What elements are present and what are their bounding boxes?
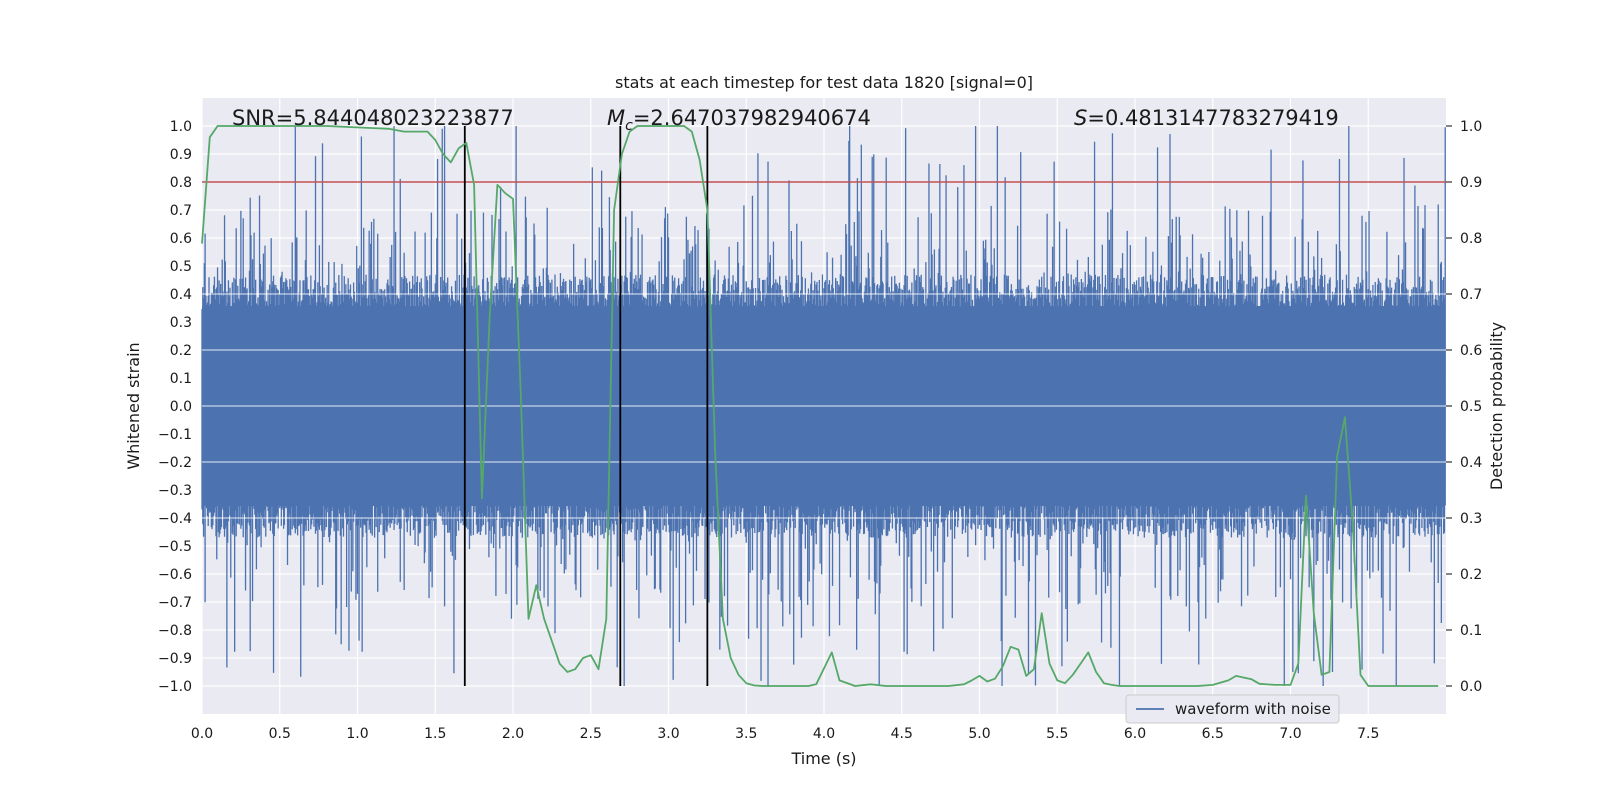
y-right-tick-label: 0.1 bbox=[1460, 623, 1482, 639]
y-left-tick-label: 0.9 bbox=[170, 147, 192, 163]
x-axis-label: Time (s) bbox=[790, 749, 856, 768]
left-y-tick-labels: 1.0 0.9 0.8 0.7 0.6 0.5 0.4 0.3 0.2 0.1 0.0 −0.1 −0.… bbox=[158, 119, 192, 695]
x-tick-label: 7.5 bbox=[1357, 726, 1379, 742]
chirp-mass-symbol: M bbox=[607, 106, 625, 130]
y-left-tick-label: −0.2 bbox=[158, 455, 192, 471]
y-left-tick-label: −0.9 bbox=[158, 651, 192, 667]
y-left-tick-label: 0.5 bbox=[170, 259, 192, 275]
x-tick-label: 0.5 bbox=[269, 726, 291, 742]
x-tick-label: 1.5 bbox=[424, 726, 446, 742]
chirp-mass-value: =2.647037982940674 bbox=[633, 106, 871, 130]
s-annotation: S=0.4813147783279419 bbox=[1074, 106, 1339, 130]
y-right-tick-label: 0.6 bbox=[1460, 343, 1482, 359]
y-left-tick-label: 0.4 bbox=[170, 287, 192, 303]
y-left-tick-label: −0.4 bbox=[158, 511, 192, 527]
x-tick-label: 6.5 bbox=[1202, 726, 1224, 742]
x-tick-label: 4.5 bbox=[891, 726, 913, 742]
y-left-tick-label: 1.0 bbox=[170, 119, 192, 135]
x-tick-label: 0.0 bbox=[191, 726, 213, 742]
waveform-line bbox=[201, 126, 1446, 686]
y-left-tick-label: 0.8 bbox=[170, 175, 192, 191]
detection-probability-line bbox=[201, 125, 1439, 687]
detection-probability-series bbox=[201, 125, 1439, 687]
y-right-tick-label: 0.9 bbox=[1460, 175, 1482, 191]
y-left-tick-label: −0.3 bbox=[158, 483, 192, 499]
y-right-tick-label: 1.0 bbox=[1460, 119, 1482, 135]
x-tick-label: 5.5 bbox=[1046, 726, 1068, 742]
legend-label: waveform with noise bbox=[1175, 700, 1331, 718]
y-left-tick-label: 0.7 bbox=[170, 203, 192, 219]
right-y-tick-labels: 1.0 0.9 0.8 0.7 0.6 0.5 0.4 0.3 0.2 0.1 0.0 bbox=[1446, 119, 1482, 695]
y-left-tick-label: 0.1 bbox=[170, 371, 192, 387]
y-right-tick-label: 0.0 bbox=[1460, 679, 1482, 695]
y-right-tick-label: 0.4 bbox=[1460, 455, 1482, 471]
snr-annotation: SNR=5.844048023223877 bbox=[232, 106, 514, 130]
y-left-tick-label: −0.1 bbox=[158, 427, 192, 443]
y-right-tick-label: 0.2 bbox=[1460, 567, 1482, 583]
y-left-tick-label: −1.0 bbox=[158, 679, 192, 695]
legend: waveform with noise bbox=[1125, 694, 1340, 724]
y-left-tick-label: 0.6 bbox=[170, 231, 192, 247]
x-tick-label: 3.5 bbox=[735, 726, 757, 742]
y-right-tick-label: 0.3 bbox=[1460, 511, 1482, 527]
x-tick-label: 2.5 bbox=[580, 726, 602, 742]
y-left-tick-label: −0.5 bbox=[158, 539, 192, 555]
x-tick-label: 6.0 bbox=[1124, 726, 1146, 742]
y-axis-label-right: Detection probability bbox=[1487, 322, 1506, 490]
legend-box bbox=[1125, 694, 1340, 724]
y-left-tick-label: −0.8 bbox=[158, 623, 192, 639]
x-tick-label: 4.0 bbox=[813, 726, 835, 742]
x-tick-label: 5.0 bbox=[968, 726, 990, 742]
chirp-mass-annotation: Mc=2.647037982940674 bbox=[607, 106, 871, 134]
x-tick-labels: 0.0 0.5 1.0 1.5 2.0 2.5 3.0 3.5 4.0 4.5 5.0 5.5 6.0 6… bbox=[191, 726, 1380, 742]
waveform-with-noise-series bbox=[201, 126, 1446, 686]
x-tick-label: 2.0 bbox=[502, 726, 524, 742]
y-left-tick-label: 0.3 bbox=[170, 315, 192, 331]
y-left-tick-label: 0.2 bbox=[170, 343, 192, 359]
chart-title: stats at each timestep for test data 182… bbox=[615, 73, 1033, 92]
x-tick-label: 1.0 bbox=[346, 726, 368, 742]
chirp-mass-subscript: c bbox=[625, 118, 633, 134]
y-right-tick-label: 0.8 bbox=[1460, 231, 1482, 247]
y-left-tick-label: −0.7 bbox=[158, 595, 192, 611]
y-left-tick-label: −0.6 bbox=[158, 567, 192, 583]
y-right-tick-label: 0.5 bbox=[1460, 399, 1482, 415]
x-tick-label: 7.0 bbox=[1279, 726, 1301, 742]
y-axis-label-left: Whitened strain bbox=[124, 342, 143, 469]
y-right-tick-label: 0.7 bbox=[1460, 287, 1482, 303]
y-left-tick-label: 0.0 bbox=[170, 399, 192, 415]
s-symbol: S bbox=[1074, 106, 1087, 130]
x-tick-label: 3.0 bbox=[657, 726, 679, 742]
s-value: =0.4813147783279419 bbox=[1087, 106, 1338, 130]
